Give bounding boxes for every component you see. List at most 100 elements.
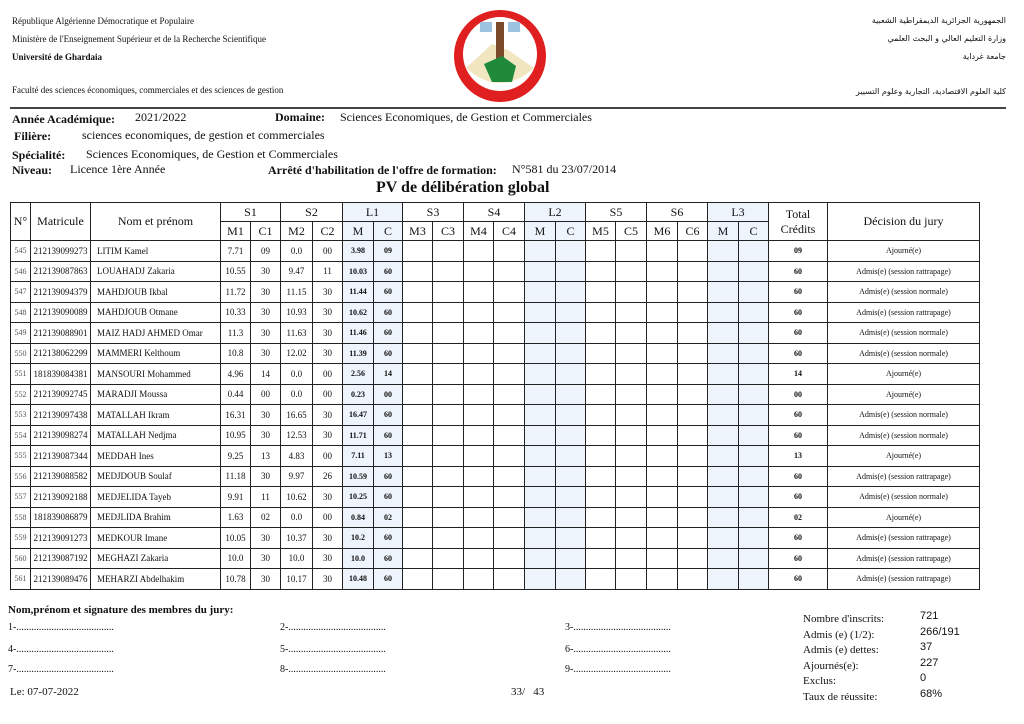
filiere-value: sciences economiques, de gestion et comm… — [82, 128, 325, 142]
s1-moyenne: 1.63 — [220, 506, 251, 528]
header-sub-c3: C3 — [432, 221, 464, 241]
l2-c — [555, 281, 586, 303]
stat-value: 37 — [920, 641, 933, 653]
total-credits: 60 — [768, 568, 828, 590]
s4-m — [463, 322, 494, 344]
s4-c — [493, 547, 525, 569]
s5-m — [585, 424, 616, 446]
stat-value: 68% — [920, 687, 943, 700]
s6-c — [677, 424, 708, 446]
s1-credits: 30 — [250, 465, 281, 487]
s6-m — [646, 465, 678, 487]
header-sub-m2: M2 — [280, 221, 313, 241]
header-matricule: Matricule — [30, 202, 91, 241]
s1-credits: 30 — [250, 301, 281, 323]
matricule: 212139087863 — [30, 260, 91, 282]
l2-c — [555, 506, 586, 528]
s6-m — [646, 281, 678, 303]
header-group-s6: S6 — [646, 202, 708, 222]
s5-c — [615, 568, 647, 590]
s5-c — [615, 281, 647, 303]
s3-c — [432, 445, 464, 467]
jury-signature-line: 9-......................................… — [565, 664, 671, 675]
header-sub-c: C — [555, 221, 586, 241]
s5-c — [615, 404, 647, 426]
student-name: MEDKOUR Imane — [90, 527, 221, 549]
s4-m — [463, 404, 494, 426]
s1-moyenne: 16.31 — [220, 404, 251, 426]
s1-moyenne: 10.05 — [220, 527, 251, 549]
l2-m — [524, 240, 556, 262]
jury-signature-line: 2-......................................… — [280, 622, 386, 633]
s1-moyenne: 11.3 — [220, 322, 251, 344]
l3-c — [738, 240, 769, 262]
domaine-value: Sciences Economiques, de Gestion et Comm… — [340, 110, 592, 124]
l3-m — [707, 568, 739, 590]
total-credits: 60 — [768, 342, 828, 364]
student-name: MEHARZI Abdelhakim — [90, 568, 221, 590]
l2-c — [555, 383, 586, 405]
l1-credits: 00 — [373, 383, 403, 405]
s5-m — [585, 322, 616, 344]
l2-m — [524, 486, 556, 508]
jury-signature-line: 8-......................................… — [280, 664, 386, 675]
l2-m — [524, 465, 556, 487]
specialite-label: Spécialité: — [12, 148, 66, 162]
s5-c — [615, 301, 647, 323]
s2-moyenne: 12.02 — [280, 342, 313, 364]
s6-c — [677, 486, 708, 508]
header-sub-m6: M6 — [646, 221, 678, 241]
s2-credits: 00 — [312, 240, 343, 262]
s1-moyenne: 10.33 — [220, 301, 251, 323]
s3-c — [432, 527, 464, 549]
header-sub-c: C — [373, 221, 403, 241]
total-credits: 60 — [768, 404, 828, 426]
s3-m — [402, 301, 433, 323]
s4-c — [493, 568, 525, 590]
total-credits: 60 — [768, 424, 828, 446]
l2-m — [524, 547, 556, 569]
matricule: 212139098274 — [30, 424, 91, 446]
university-fr: Université de Ghardaia — [12, 52, 102, 62]
stat-label: Nombre d'inscrits: — [803, 613, 885, 625]
jury-signature-line: 6-......................................… — [565, 644, 671, 655]
faculty-fr: Faculté des sciences économiques, commer… — [12, 85, 284, 95]
s3-c — [432, 486, 464, 508]
s2-moyenne: 0.0 — [280, 383, 313, 405]
l2-m — [524, 383, 556, 405]
l3-c — [738, 322, 769, 344]
jury-label: Nom,prénom et signature des membres du j… — [8, 604, 234, 616]
s3-m — [402, 383, 433, 405]
matricule: 212139092745 — [30, 383, 91, 405]
s2-credits: 11 — [312, 260, 343, 282]
s2-credits: 30 — [312, 301, 343, 323]
l3-m — [707, 240, 739, 262]
s5-m — [585, 568, 616, 590]
s4-m — [463, 486, 494, 508]
l2-m — [524, 424, 556, 446]
l2-c — [555, 363, 586, 385]
s2-moyenne: 16.65 — [280, 404, 313, 426]
s1-moyenne: 10.95 — [220, 424, 251, 446]
header-sub-c5: C5 — [615, 221, 647, 241]
s5-m — [585, 527, 616, 549]
l1-credits: 60 — [373, 568, 403, 590]
stat-label: Taux de réussite: — [803, 690, 878, 703]
s2-credits: 00 — [312, 363, 343, 385]
s3-m — [402, 342, 433, 364]
l3-m — [707, 404, 739, 426]
s3-c — [432, 424, 464, 446]
l3-c — [738, 527, 769, 549]
l3-c — [738, 445, 769, 467]
row-number: 558 — [10, 506, 31, 528]
page-title: PV de délibération global — [376, 179, 550, 196]
s6-c — [677, 240, 708, 262]
l1-credits: 60 — [373, 465, 403, 487]
jury-decision: Admis(e) (session rattrapage) — [827, 260, 980, 282]
student-name: MEDJLIDA Brahim — [90, 506, 221, 528]
l2-m — [524, 568, 556, 590]
l1-moyenne: 10.59 — [342, 465, 374, 487]
s5-c — [615, 547, 647, 569]
s1-credits: 30 — [250, 527, 281, 549]
s2-moyenne: 0.0 — [280, 363, 313, 385]
